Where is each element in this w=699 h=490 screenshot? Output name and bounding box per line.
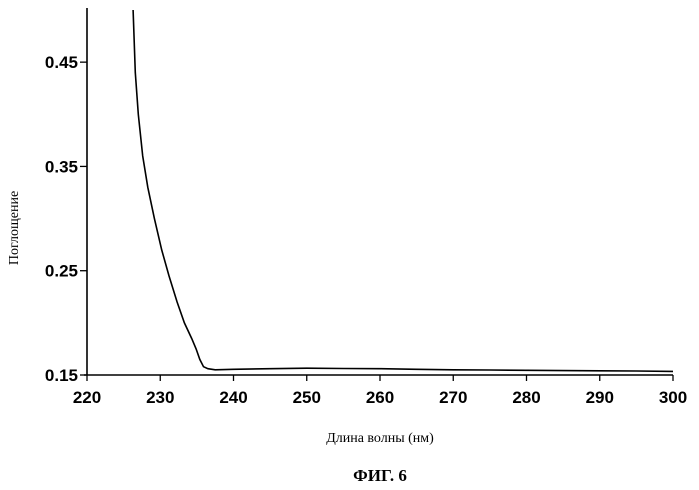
y-tick-label: 0.25 <box>45 262 78 281</box>
chart-series <box>133 10 673 371</box>
x-tick-label: 230 <box>146 388 174 407</box>
y-tick-label: 0.35 <box>45 157 78 176</box>
x-tick-label: 270 <box>439 388 467 407</box>
x-tick-label: 240 <box>219 388 247 407</box>
x-tick-label: 260 <box>366 388 394 407</box>
y-axis-ticks: 0.15 0.25 0.35 0.45 <box>45 53 87 385</box>
x-axis-title: Длина волны (нм) <box>326 431 434 446</box>
figure-caption: ФИГ. 6 <box>353 466 407 485</box>
x-tick-label: 300 <box>659 388 687 407</box>
y-tick-label: 0.45 <box>45 53 78 72</box>
y-tick-label: 0.15 <box>45 366 78 385</box>
y-axis-title: Поглощение <box>7 191 22 265</box>
chart-axes <box>84 8 673 375</box>
x-tick-label: 280 <box>512 388 540 407</box>
x-tick-label: 220 <box>73 388 101 407</box>
series-line <box>133 10 673 371</box>
x-axis-ticks: 220 230 240 250 260 270 280 290 300 <box>73 375 687 407</box>
x-tick-label: 250 <box>293 388 321 407</box>
x-tick-label: 290 <box>586 388 614 407</box>
